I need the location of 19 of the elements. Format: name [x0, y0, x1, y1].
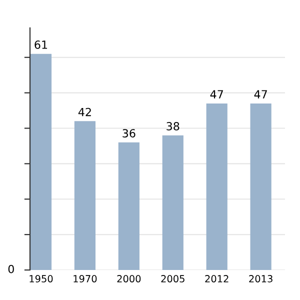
bar: [162, 135, 184, 270]
bar: [30, 54, 52, 270]
data-label: 38: [166, 122, 180, 130]
data-label: 36: [122, 129, 136, 138]
x-tick-label: 1950: [30, 275, 53, 282]
data-label: 47: [210, 90, 223, 98]
text: 0: [8, 264, 14, 274]
x-tick-label: 1970: [74, 275, 97, 282]
bar: [118, 142, 140, 270]
x-tick-label: 2000: [117, 275, 141, 282]
x-tick-label: 2013: [249, 275, 272, 282]
data-label: 42: [78, 108, 91, 116]
data-label: 61: [34, 40, 48, 49]
x-tick-label: 2005: [161, 275, 184, 282]
data-label: 47: [254, 90, 267, 98]
bar: [206, 103, 228, 270]
x-tick-label: 2012: [205, 275, 228, 282]
bar: [74, 121, 96, 270]
bar: [250, 103, 272, 270]
